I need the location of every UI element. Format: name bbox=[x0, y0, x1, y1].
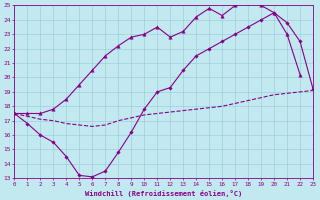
X-axis label: Windchill (Refroidissement éolien,°C): Windchill (Refroidissement éolien,°C) bbox=[85, 190, 242, 197]
